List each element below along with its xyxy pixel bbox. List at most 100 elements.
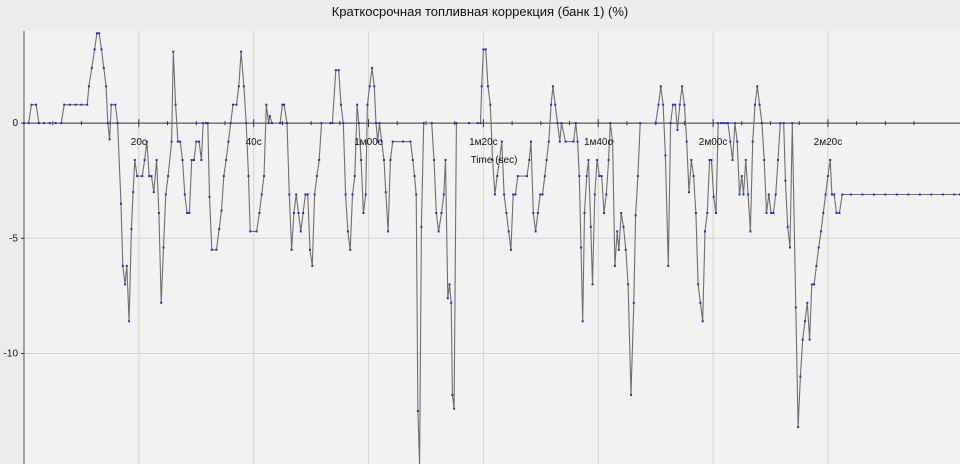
data-point [106, 122, 109, 125]
data-point [669, 122, 672, 125]
x-tick-label: 2м20с [814, 137, 843, 148]
data-point [143, 159, 146, 161]
data-point [110, 103, 113, 106]
data-point [120, 202, 122, 205]
data-point [731, 159, 734, 161]
data-point [830, 193, 833, 196]
data-point [609, 122, 612, 125]
data-point [710, 159, 713, 161]
data-point [690, 159, 693, 161]
data-point [820, 230, 822, 233]
data-point [174, 103, 177, 106]
data-point [218, 228, 221, 231]
data-point [804, 320, 806, 323]
data-point [772, 212, 775, 214]
data-point [225, 159, 228, 161]
data-point [193, 159, 195, 161]
data-point [849, 193, 852, 196]
data-point [373, 85, 376, 88]
data-point [108, 138, 111, 141]
data-point [593, 193, 596, 196]
data-point [482, 48, 485, 51]
data-point [116, 122, 119, 125]
data-point [422, 122, 425, 125]
data-point [155, 159, 158, 161]
data-point [334, 69, 337, 72]
data-point [738, 193, 741, 196]
data-point [514, 193, 517, 196]
data-point [607, 159, 610, 161]
data-point [872, 193, 875, 196]
data-point [808, 338, 811, 341]
data-point [242, 85, 245, 88]
data-point [580, 246, 582, 249]
data-point [480, 85, 483, 88]
data-point [617, 248, 620, 251]
x-axis-label: Time (sec) [471, 155, 518, 166]
data-point [797, 426, 800, 429]
data-point [205, 122, 207, 125]
data-point [704, 230, 706, 233]
data-point [545, 159, 548, 161]
data-point [664, 154, 667, 157]
data-point [815, 264, 818, 267]
data-point [763, 159, 766, 161]
data-point [384, 191, 387, 194]
data-point [265, 103, 268, 106]
data-point [210, 248, 213, 251]
data-point [329, 122, 332, 125]
data-point [297, 212, 300, 214]
data-point [509, 248, 512, 251]
data-point [487, 85, 489, 88]
data-point [283, 103, 286, 106]
data-point [448, 283, 451, 286]
data-point [376, 140, 379, 143]
data-point [157, 212, 160, 214]
data-point [337, 69, 340, 72]
data-point [37, 122, 40, 125]
data-point [789, 246, 791, 249]
data-point [383, 159, 385, 161]
data-point [765, 212, 768, 214]
data-point [268, 115, 271, 118]
data-point [311, 264, 314, 267]
data-point [102, 66, 105, 69]
data-point [754, 103, 756, 106]
data-point [263, 175, 265, 178]
data-point [188, 212, 191, 214]
data-point [176, 140, 179, 143]
data-point [170, 140, 173, 143]
data-point [162, 246, 165, 249]
data-point [556, 122, 559, 125]
data-point [160, 301, 163, 304]
data-point [391, 140, 394, 143]
data-point [442, 193, 445, 196]
data-point [654, 122, 657, 125]
data-point [833, 193, 836, 196]
data-point [340, 103, 342, 106]
data-point [786, 225, 789, 228]
data-point [141, 175, 144, 178]
data-point [349, 248, 352, 251]
data-point [468, 122, 470, 125]
data-point [220, 209, 223, 212]
data-point [744, 159, 747, 161]
data-point [779, 122, 782, 125]
chart-title: Краткосрочная топливная коррекция (банк … [331, 4, 629, 19]
data-point [132, 191, 135, 194]
data-point [564, 140, 567, 143]
data-point [587, 159, 590, 161]
data-point [387, 230, 390, 233]
data-point [724, 122, 727, 125]
y-tick-label: -10 [4, 348, 19, 359]
data-point [532, 212, 535, 214]
x-tick-label: 1м40с [584, 137, 613, 148]
data-point [130, 228, 133, 231]
data-point [306, 193, 309, 196]
data-point [183, 193, 186, 196]
data-point [493, 193, 496, 196]
data-point [712, 195, 715, 198]
data-point [167, 175, 170, 178]
data-point [583, 212, 586, 214]
data-point [190, 159, 193, 161]
